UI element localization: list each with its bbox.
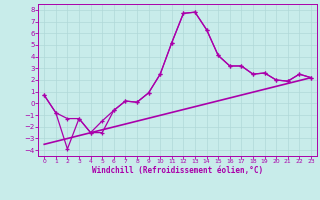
X-axis label: Windchill (Refroidissement éolien,°C): Windchill (Refroidissement éolien,°C) — [92, 166, 263, 175]
